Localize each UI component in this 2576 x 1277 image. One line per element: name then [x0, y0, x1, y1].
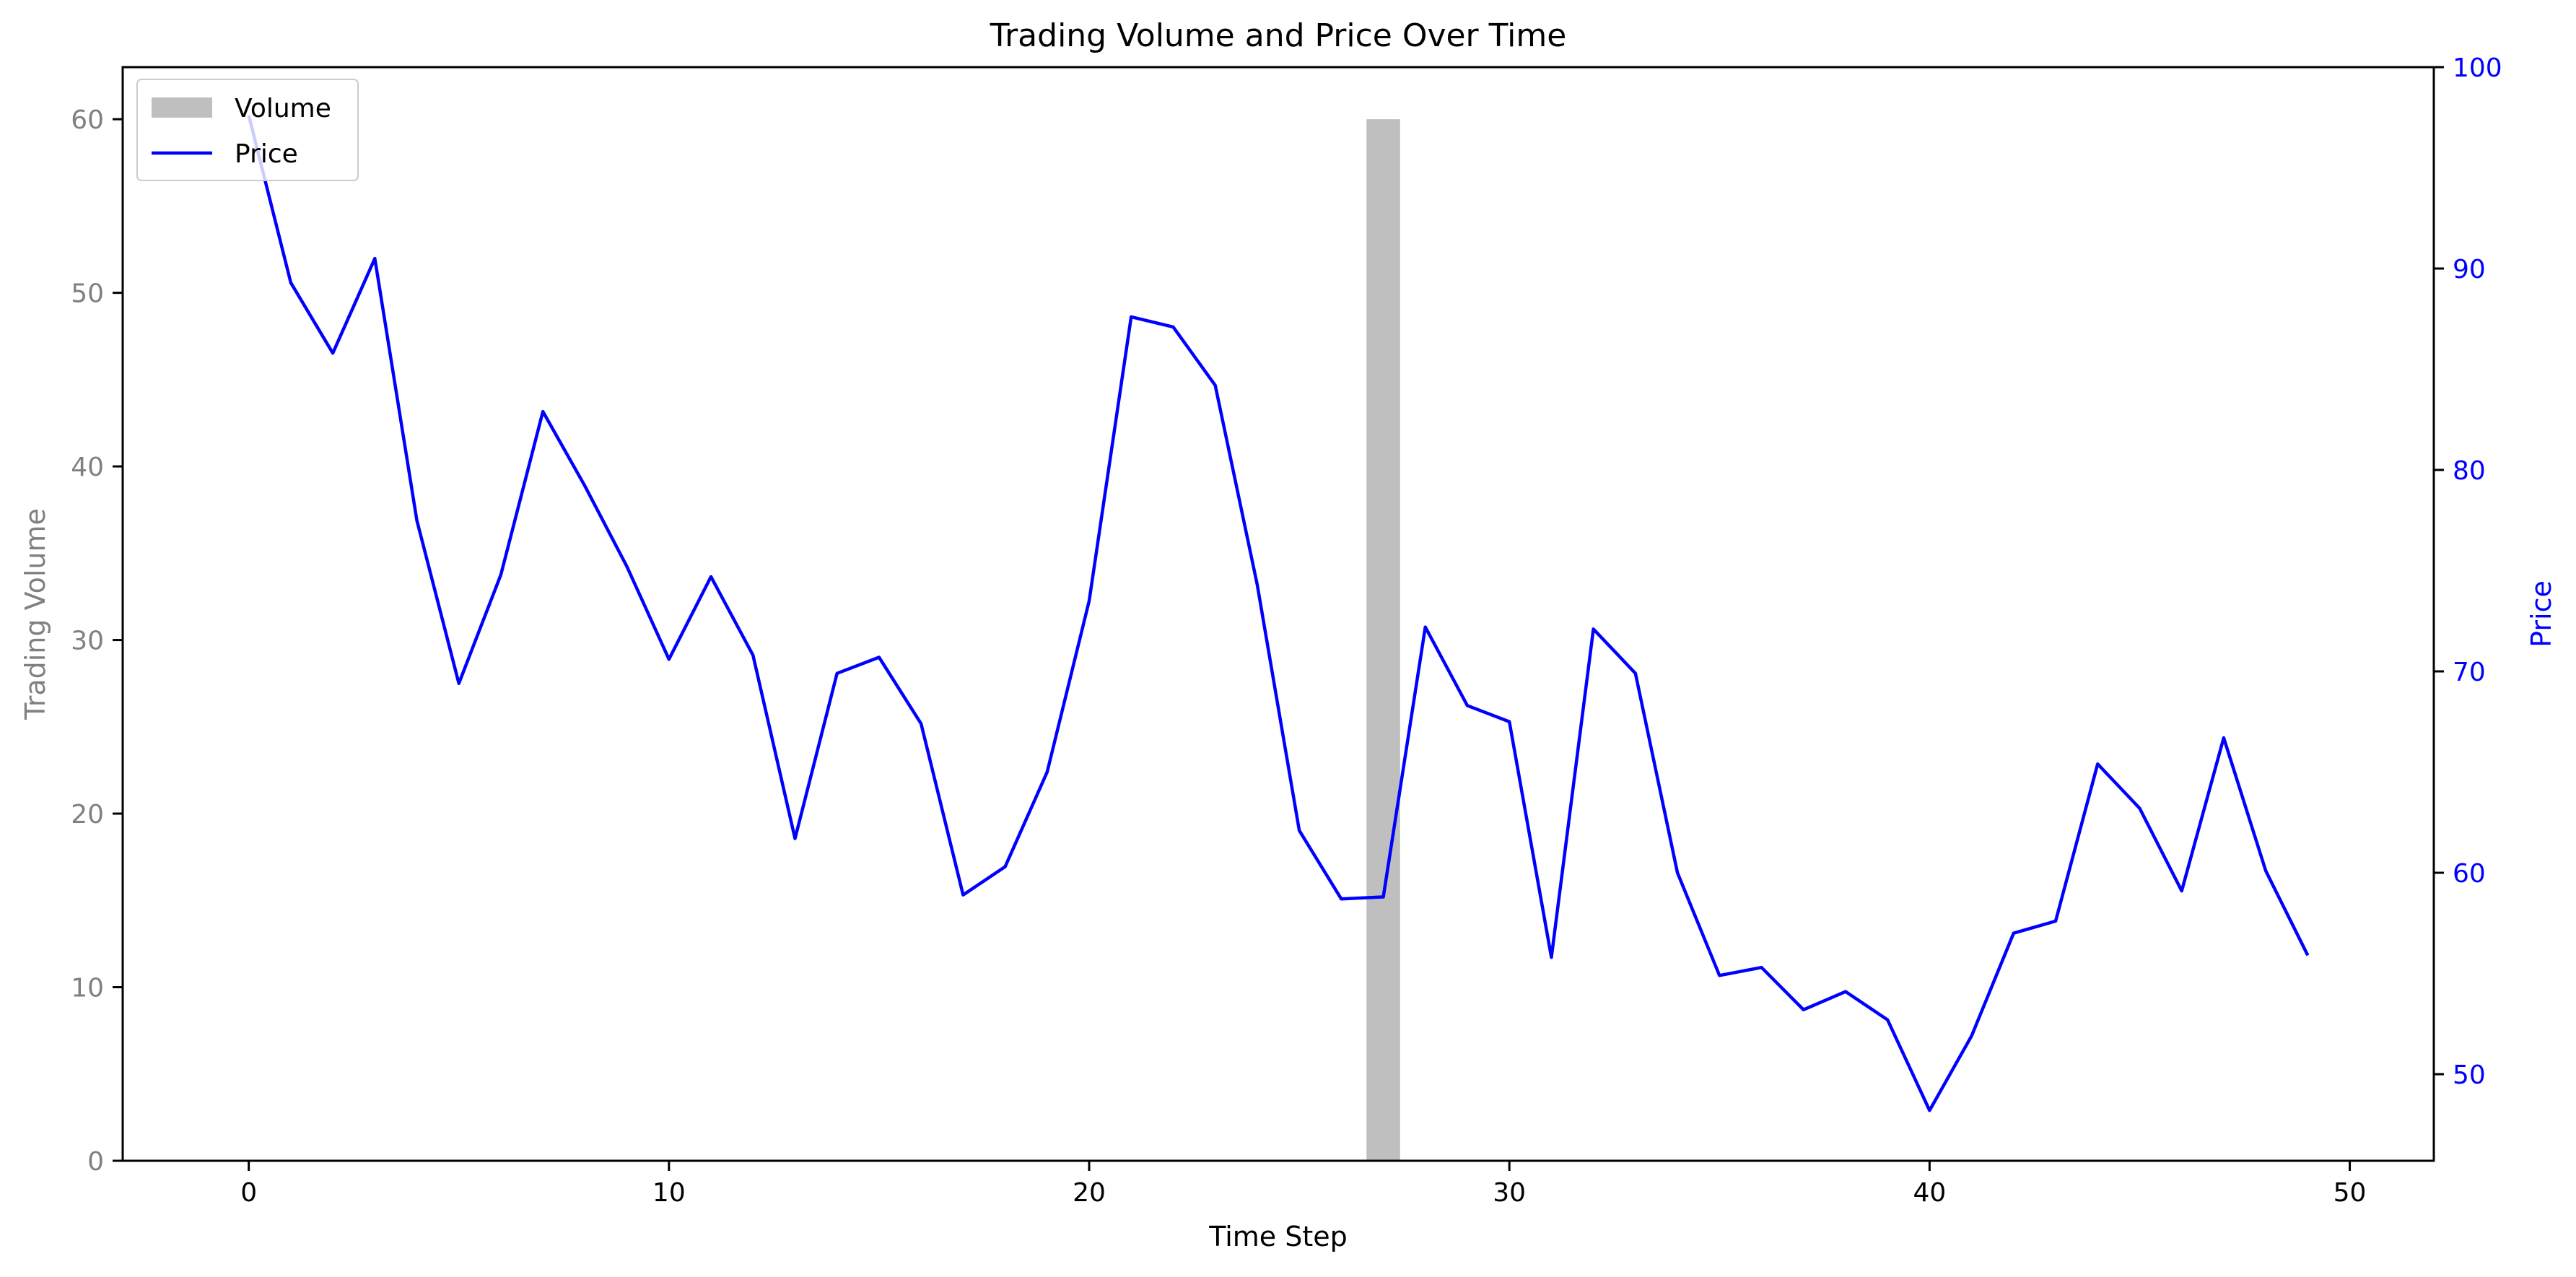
x-axis-title: Time Step [1208, 1221, 1348, 1252]
x-tick-label: 50 [2333, 1178, 2367, 1208]
y-left-tick-label: 40 [71, 453, 104, 482]
volume-bar [1366, 119, 1400, 1161]
legend: Volume Price [136, 79, 359, 181]
y-right-tick-label: 100 [2453, 53, 2502, 83]
y-right-tick-label: 70 [2453, 658, 2486, 687]
price-line [247, 115, 2310, 1112]
legend-volume-label: Volume [235, 94, 331, 123]
y-left-tick-label: 50 [71, 279, 104, 309]
legend-price-label: Price [235, 139, 298, 169]
y-right-tick-label: 60 [2453, 859, 2486, 889]
x-tick-label: 10 [652, 1178, 686, 1208]
legend-volume-swatch [152, 97, 212, 118]
y-left-tick-label: 60 [71, 105, 104, 135]
price-series [247, 115, 2310, 1112]
y-left-tick-label: 20 [71, 800, 104, 829]
y-left-tick-label: 30 [71, 627, 104, 656]
y-left-axis-ticks: 0 10 20 30 40 50 60 [71, 105, 123, 1177]
y-right-tick-label: 50 [2453, 1060, 2486, 1090]
volume-bars [1366, 119, 1400, 1161]
x-axis-ticks: 0 10 20 30 40 50 [240, 1161, 2366, 1208]
x-tick-label: 20 [1073, 1178, 1106, 1208]
y-right-tick-label: 80 [2453, 456, 2486, 486]
x-tick-label: 0 [240, 1178, 257, 1208]
chart-title: Trading Volume and Price Over Time [990, 17, 1567, 54]
y-left-tick-label: 10 [71, 974, 104, 1003]
x-tick-label: 40 [1913, 1178, 1946, 1208]
y-right-tick-label: 90 [2453, 255, 2486, 284]
y-right-axis-title: Price [2525, 580, 2557, 648]
y-left-axis-title: Trading Volume [19, 508, 51, 720]
y-right-axis-ticks: 50 60 70 80 90 100 [2434, 53, 2502, 1090]
plot-frame [121, 66, 2435, 1162]
y-left-tick-label: 0 [87, 1147, 104, 1177]
x-tick-label: 30 [1493, 1178, 1526, 1208]
